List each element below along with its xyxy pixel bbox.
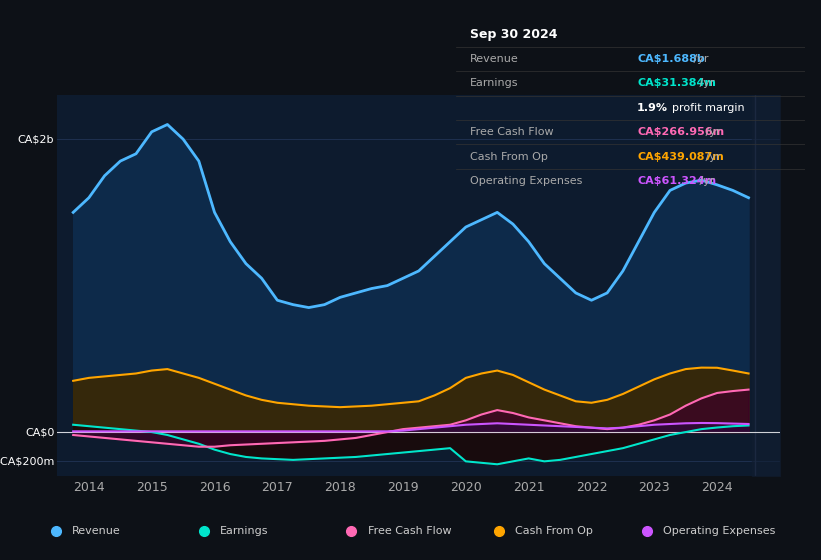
Text: Earnings: Earnings: [220, 526, 268, 535]
Text: Operating Expenses: Operating Expenses: [470, 176, 582, 186]
Text: Free Cash Flow: Free Cash Flow: [470, 127, 553, 137]
Text: /yr: /yr: [696, 78, 715, 88]
Text: CA$1.688b: CA$1.688b: [637, 54, 705, 64]
Text: Earnings: Earnings: [470, 78, 518, 88]
Text: CA$439.087m: CA$439.087m: [637, 152, 724, 162]
Text: Sep 30 2024: Sep 30 2024: [470, 28, 557, 41]
Text: CA$2b: CA$2b: [18, 134, 54, 144]
Text: CA$266.956m: CA$266.956m: [637, 127, 724, 137]
Text: CA$31.384m: CA$31.384m: [637, 78, 716, 88]
Text: Revenue: Revenue: [470, 54, 518, 64]
Text: /yr: /yr: [690, 54, 709, 64]
Text: Operating Expenses: Operating Expenses: [663, 526, 776, 535]
Text: 1.9%: 1.9%: [637, 103, 668, 113]
Text: /yr: /yr: [702, 152, 721, 162]
Text: Free Cash Flow: Free Cash Flow: [368, 526, 452, 535]
Text: -CA$200m: -CA$200m: [0, 456, 54, 466]
Text: /yr: /yr: [696, 176, 715, 186]
Text: Cash From Op: Cash From Op: [516, 526, 594, 535]
Text: /yr: /yr: [702, 127, 721, 137]
Text: Cash From Op: Cash From Op: [470, 152, 548, 162]
Text: CA$0: CA$0: [25, 427, 54, 437]
Text: CA$61.324m: CA$61.324m: [637, 176, 716, 186]
Text: profit margin: profit margin: [672, 103, 745, 113]
Text: Revenue: Revenue: [72, 526, 121, 535]
